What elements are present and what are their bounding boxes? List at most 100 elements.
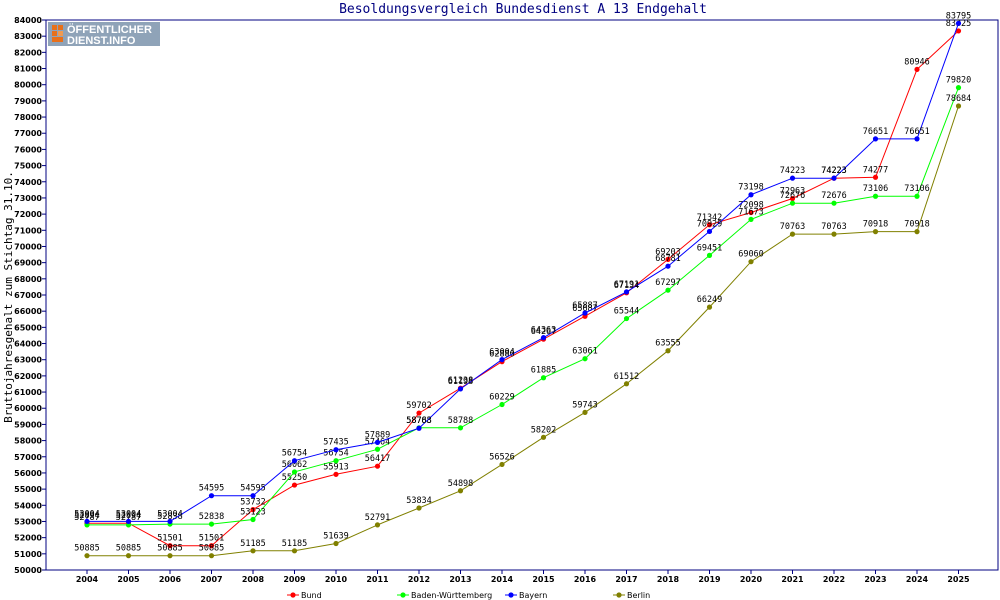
data-point: [789, 175, 796, 181]
y-tick-label: 72000: [14, 210, 42, 219]
legend-marker: [616, 592, 622, 598]
series-line: [87, 87, 959, 526]
data-label: 58788: [448, 416, 474, 426]
data-label: 53004: [74, 509, 100, 519]
x-tick-label: 2012: [408, 575, 430, 584]
data-label: 57435: [323, 438, 349, 448]
data-point: [208, 521, 215, 527]
x-tick-label: 2022: [823, 575, 845, 584]
y-tick-label: 77000: [14, 129, 42, 138]
x-tick-label: 2023: [864, 575, 886, 584]
data-point: [665, 256, 671, 262]
data-label: 68781: [655, 254, 681, 264]
data-label: 71342: [697, 213, 723, 223]
data-point: [208, 553, 215, 559]
y-tick-label: 68000: [14, 275, 42, 284]
data-label: 64363: [531, 326, 557, 336]
data-label: 63061: [572, 347, 598, 357]
data-point: [623, 381, 630, 387]
legend-label: Bund: [301, 591, 322, 600]
data-label: 65544: [614, 307, 640, 317]
y-tick-label: 76000: [14, 145, 42, 154]
data-label: 52894: [116, 511, 142, 521]
y-tick-label: 64000: [14, 340, 42, 349]
y-tick-label: 51000: [14, 550, 42, 559]
data-point: [416, 505, 422, 511]
data-label: 51185: [282, 539, 308, 549]
y-tick-label: 57000: [14, 453, 42, 462]
data-point: [789, 195, 796, 202]
data-point: [872, 136, 879, 142]
data-point: [84, 518, 90, 525]
data-label: 54595: [240, 484, 266, 494]
y-tick-label: 70000: [14, 242, 42, 251]
data-point: [333, 447, 339, 453]
data-label: 74277: [863, 165, 889, 175]
legend-marker: [508, 592, 514, 598]
legend-item: Baden-Württemberg: [397, 591, 492, 600]
y-tick-label: 73000: [14, 194, 42, 203]
data-label: 54595: [199, 484, 225, 494]
data-label: 74223: [821, 166, 847, 176]
y-tick-label: 74000: [14, 178, 42, 187]
data-label: 71673: [738, 207, 764, 217]
data-point: [955, 103, 962, 109]
data-label: 59743: [572, 400, 598, 410]
data-point: [540, 434, 547, 440]
data-label: 56754: [282, 449, 308, 459]
y-axis-label: Bruttojahresgehalt zum Stichtag 31.10.: [2, 171, 15, 423]
data-label: 67134: [614, 281, 640, 291]
x-tick-label: 2006: [159, 575, 182, 584]
x-tick-label: 2017: [615, 575, 637, 584]
data-point: [208, 543, 215, 549]
data-point: [748, 192, 754, 198]
data-label: 56754: [323, 449, 349, 459]
data-label: 56062: [282, 460, 308, 470]
data-label: 53732: [240, 498, 266, 508]
series-layer: 52894 52894 51501 51501 53732 55250 55913 56417…: [74, 11, 972, 559]
data-label: 58788: [406, 416, 432, 426]
y-tick-label: 59000: [14, 420, 42, 429]
series-bund: 52894 52894 51501 51501 53732 55250 55913 56417…: [74, 19, 971, 549]
logo-text-line2: DIENST.INFO: [67, 35, 136, 47]
data-point: [582, 310, 588, 316]
data-label: 55250: [282, 473, 308, 483]
x-tick-label: 2013: [449, 575, 471, 584]
data-point: [333, 458, 339, 464]
y-tick-label: 55000: [14, 485, 42, 494]
legend-marker: [400, 592, 406, 598]
y-tick-label: 80000: [14, 81, 42, 90]
series-line: [87, 30, 959, 547]
data-label: 51501: [157, 534, 183, 544]
y-tick-label: 50000: [14, 566, 42, 575]
data-label: 70918: [904, 220, 930, 230]
data-point: [582, 356, 588, 362]
data-point: [167, 553, 173, 559]
x-tick-label: 2021: [781, 575, 804, 584]
data-point: [291, 482, 298, 488]
data-label: 72963: [780, 187, 806, 197]
data-label: 56417: [365, 454, 391, 464]
data-label: 73198: [738, 183, 764, 193]
x-tick-label: 2005: [117, 575, 140, 584]
data-point: [167, 543, 173, 549]
y-tick-label: 61000: [14, 388, 42, 397]
data-point: [457, 386, 464, 392]
y-tick-label: 53000: [14, 517, 42, 526]
y-tick-label: 69000: [14, 259, 42, 268]
data-point: [457, 425, 464, 431]
data-point: [914, 66, 920, 73]
series-line: [87, 105, 959, 557]
data-point: [125, 553, 132, 559]
legend: Bund Baden-Württemberg Bayern Berlin: [287, 591, 650, 600]
data-point: [291, 469, 298, 475]
data-point: [748, 259, 754, 265]
data-label: 69060: [738, 250, 764, 260]
y-tick-label: 71000: [14, 226, 42, 235]
y-tick-label: 67000: [14, 291, 42, 300]
data-label: 50885: [74, 544, 100, 554]
series-berlin: 50885 50885 50885 50885 51185 51185 51639 52791…: [74, 94, 972, 559]
data-label: 78684: [946, 94, 972, 104]
chart-title: Besoldungsvergleich Bundesdienst A 13 En…: [339, 2, 707, 17]
data-label: 73106: [863, 184, 889, 194]
